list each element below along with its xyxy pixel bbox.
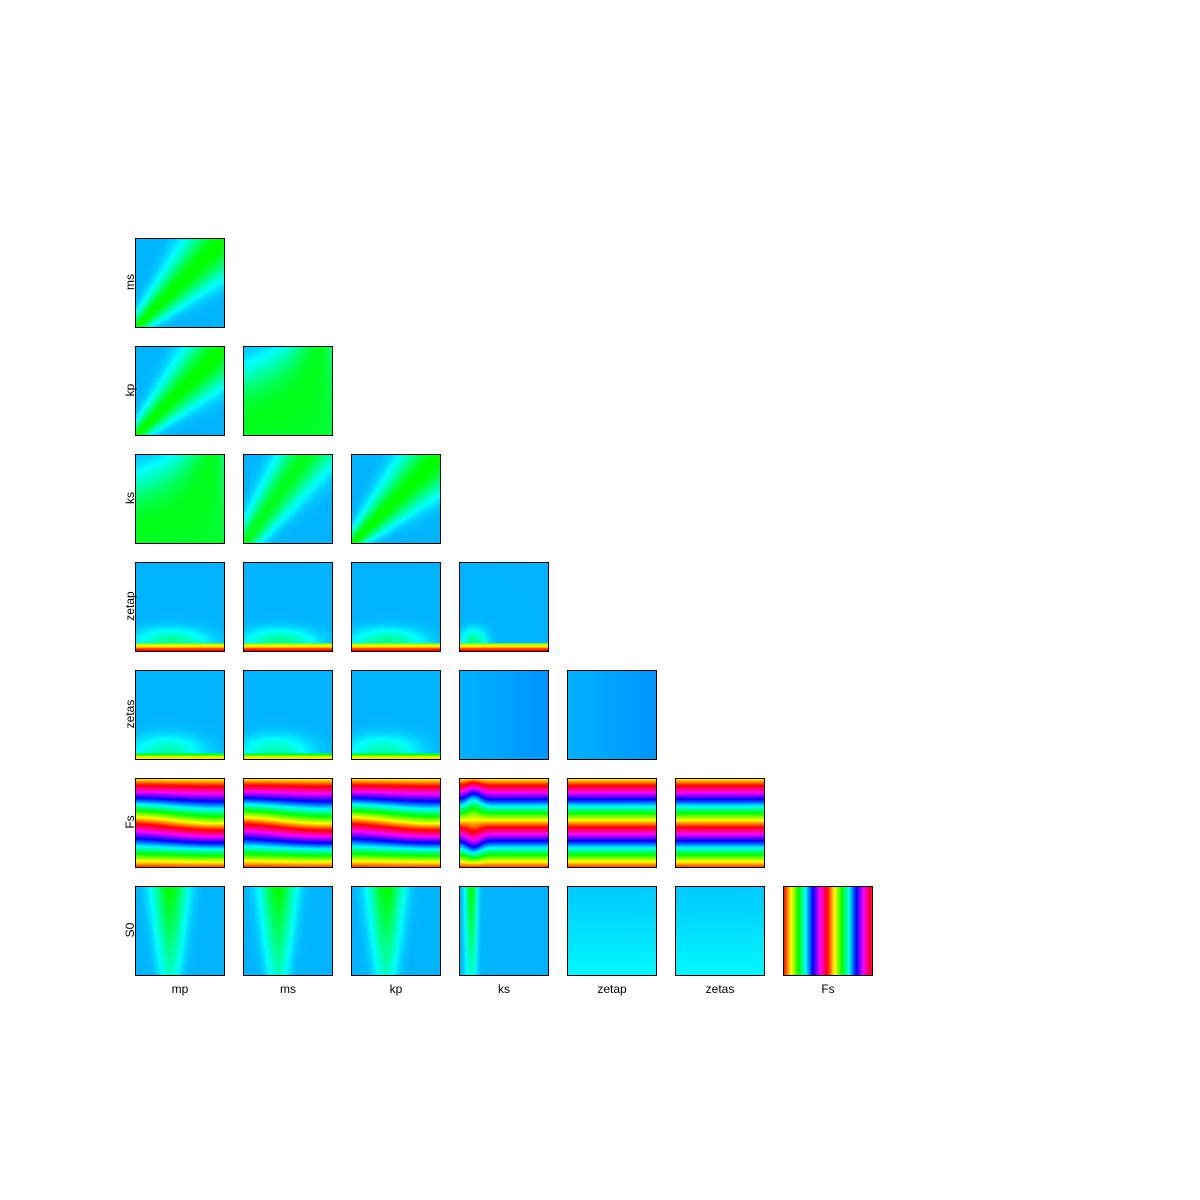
heatmap-canvas [352, 671, 440, 759]
heatmap-cell-zetas-mp [135, 670, 225, 760]
heatmap-canvas [136, 671, 224, 759]
heatmap-cell-kp-mp [135, 346, 225, 436]
heatmap-canvas [244, 671, 332, 759]
y-axis-label-Fs: Fs [123, 777, 137, 867]
heatmap-canvas [352, 563, 440, 651]
y-axis-label-zetas: zetas [123, 669, 137, 759]
heatmap-cell-Fs-zetap [567, 778, 657, 868]
heatmap-cell-S0-mp [135, 886, 225, 976]
y-axis-label-kp: kp [123, 345, 137, 435]
figure-container: ms kp ks zetap zetas Fs S0 mp ms kp ks zetap zetas Fs [0, 0, 1200, 1200]
x-axis-label-ks: ks [459, 982, 549, 996]
heatmap-cell-kp-ms [243, 346, 333, 436]
heatmap-canvas [136, 563, 224, 651]
heatmap-cell-S0-zetas [675, 886, 765, 976]
heatmap-canvas [136, 239, 224, 327]
heatmap-canvas [136, 779, 224, 867]
heatmap-cell-zetap-ms [243, 562, 333, 652]
y-axis-label-ms: ms [123, 237, 137, 327]
x-axis-label-mp: mp [135, 982, 225, 996]
heatmap-canvas [352, 887, 440, 975]
heatmap-canvas [136, 455, 224, 543]
heatmap-cell-S0-Fs [783, 886, 873, 976]
heatmap-cell-zetas-ms [243, 670, 333, 760]
heatmap-canvas [244, 563, 332, 651]
heatmap-canvas [784, 887, 872, 975]
heatmap-canvas [676, 779, 764, 867]
y-axis-label-zetap: zetap [123, 561, 137, 651]
x-axis-label-zetas: zetas [675, 982, 765, 996]
heatmap-cell-S0-kp [351, 886, 441, 976]
y-axis-label-S0: S0 [123, 885, 137, 975]
heatmap-cell-Fs-ms [243, 778, 333, 868]
x-axis-label-zetap: zetap [567, 982, 657, 996]
heatmap-canvas [352, 455, 440, 543]
heatmap-cell-zetas-kp [351, 670, 441, 760]
heatmap-canvas [244, 347, 332, 435]
heatmap-canvas [136, 887, 224, 975]
heatmap-cell-zetas-zetap [567, 670, 657, 760]
x-axis-label-ms: ms [243, 982, 333, 996]
heatmap-cell-ks-mp [135, 454, 225, 544]
heatmap-cell-zetap-kp [351, 562, 441, 652]
heatmap-canvas [244, 455, 332, 543]
heatmap-cell-zetap-mp [135, 562, 225, 652]
heatmap-canvas [244, 887, 332, 975]
heatmap-canvas [676, 887, 764, 975]
heatmap-canvas [568, 671, 656, 759]
heatmap-canvas [460, 671, 548, 759]
heatmap-canvas [568, 779, 656, 867]
heatmap-canvas [244, 779, 332, 867]
heatmap-cell-Fs-kp [351, 778, 441, 868]
heatmap-canvas [460, 563, 548, 651]
heatmap-cell-S0-ms [243, 886, 333, 976]
heatmap-cell-ks-kp [351, 454, 441, 544]
heatmap-canvas [460, 779, 548, 867]
x-axis-label-Fs: Fs [783, 982, 873, 996]
heatmap-cell-zetas-ks [459, 670, 549, 760]
heatmap-canvas [352, 779, 440, 867]
heatmap-canvas [460, 887, 548, 975]
heatmap-cell-S0-ks [459, 886, 549, 976]
y-axis-label-ks: ks [123, 453, 137, 543]
heatmap-cell-Fs-mp [135, 778, 225, 868]
x-axis-label-kp: kp [351, 982, 441, 996]
heatmap-cell-zetap-ks [459, 562, 549, 652]
heatmap-cell-Fs-ks [459, 778, 549, 868]
heatmap-cell-S0-zetap [567, 886, 657, 976]
heatmap-cell-ks-ms [243, 454, 333, 544]
heatmap-canvas [568, 887, 656, 975]
heatmap-cell-ms-mp [135, 238, 225, 328]
heatmap-canvas [136, 347, 224, 435]
heatmap-cell-Fs-zetas [675, 778, 765, 868]
